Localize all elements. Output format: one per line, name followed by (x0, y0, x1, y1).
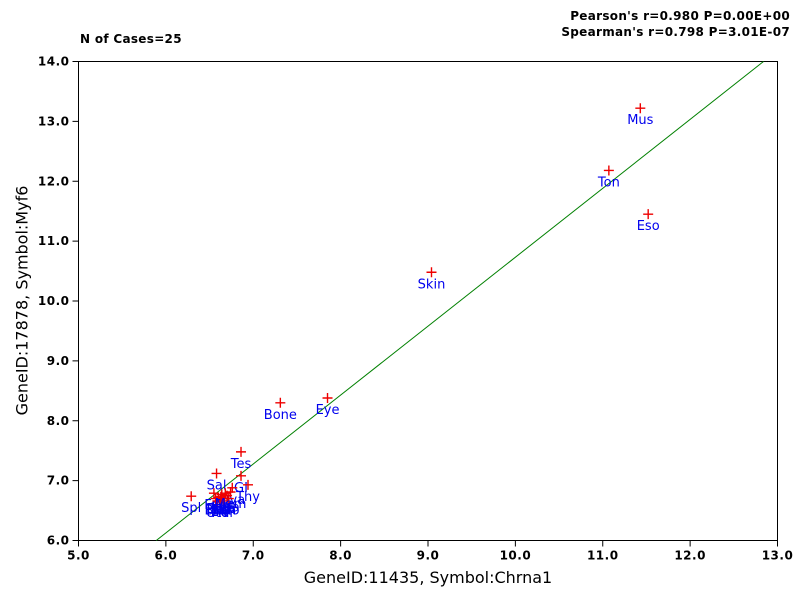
x-axis-tick-label: 11.0 (587, 549, 619, 563)
x-axis-tick-label: 12.0 (674, 549, 706, 563)
data-point-label: Emb (206, 502, 235, 517)
data-point-label: Hea (214, 501, 240, 516)
data-point-label: Bone (264, 408, 297, 423)
data-point-marker (643, 209, 654, 220)
data-point-marker (236, 470, 247, 481)
data-point-marker (223, 493, 234, 504)
data-point-marker (322, 392, 333, 403)
data-point-label: Adr (212, 506, 235, 521)
data-point-label: Pan (207, 502, 230, 517)
spearman-stat: Spearman's r=0.798 P=3.01E-07 (561, 25, 790, 39)
data-point-label: Skin (418, 277, 446, 292)
x-axis-tick-label: 13.0 (762, 549, 794, 563)
data-point-label: Lun (213, 504, 237, 519)
y-axis-tick-label: 9.0 (47, 354, 70, 368)
data-point-label: Ute (206, 506, 229, 521)
data-point-label: Kid (212, 499, 232, 514)
data-point-label: Sto (218, 504, 239, 519)
data-point-marker (208, 488, 219, 499)
data-point-marker (243, 479, 254, 490)
data-point-label: Eso (637, 219, 660, 234)
data-point-marker (603, 165, 614, 176)
data-point-label: Thy (235, 490, 260, 505)
x-axis-tick-label: 6.0 (154, 549, 177, 563)
data-point-marker (275, 397, 286, 408)
y-axis-title: GeneID:17878, Symbol:Myf6 (12, 185, 32, 416)
x-axis-tick-label: 10.0 (500, 549, 532, 563)
data-point-label: Eye (316, 403, 340, 418)
x-axis-tick-label: 7.0 (242, 549, 265, 563)
data-point-label: Liv (211, 505, 230, 520)
data-point-marker (215, 491, 226, 502)
x-axis-tick-label: 9.0 (417, 549, 440, 563)
data-point-marker (210, 493, 221, 504)
data-point-marker (225, 487, 236, 498)
y-axis-tick-label: 12.0 (38, 174, 70, 188)
x-axis-title: GeneID:11435, Symbol:Chrna1 (303, 568, 553, 587)
data-point-label: Mus (627, 113, 653, 128)
data-point-label: Pro (215, 498, 236, 513)
y-axis-tick-label: 14.0 (38, 55, 70, 69)
y-axis-tick-label: 8.0 (47, 414, 70, 428)
data-point-label: Tes (230, 457, 252, 472)
correlation-stats: Pearson's r=0.980 P=0.00E+00 Spearman's … (561, 8, 790, 40)
data-point-marker (211, 468, 222, 479)
data-point-label: Sal (207, 478, 227, 493)
data-point-marker (426, 267, 437, 278)
data-point-marker (236, 446, 247, 457)
y-axis-tick-label: 11.0 (38, 234, 70, 248)
data-point-label: Spl (181, 501, 201, 516)
regression-line (155, 61, 764, 541)
y-axis-tick-label: 7.0 (47, 474, 70, 488)
data-point-marker (186, 491, 197, 502)
n-of-cases-label: N of Cases=25 (80, 32, 182, 46)
x-axis-tick-label: 5.0 (67, 549, 90, 563)
x-axis-tick-label: 8.0 (329, 549, 352, 563)
y-axis-tick-label: 6.0 (47, 534, 70, 548)
data-point-marker (635, 103, 646, 114)
pearson-stat: Pearson's r=0.980 P=0.00E+00 (570, 9, 790, 23)
data-point-marker (227, 482, 238, 493)
data-point-label: Bra (205, 504, 227, 519)
y-axis-tick-label: 10.0 (38, 294, 70, 308)
data-point-label: Mam (215, 497, 247, 512)
y-axis-tick-label: 13.0 (38, 114, 70, 128)
data-point-label: Ton (597, 175, 620, 190)
